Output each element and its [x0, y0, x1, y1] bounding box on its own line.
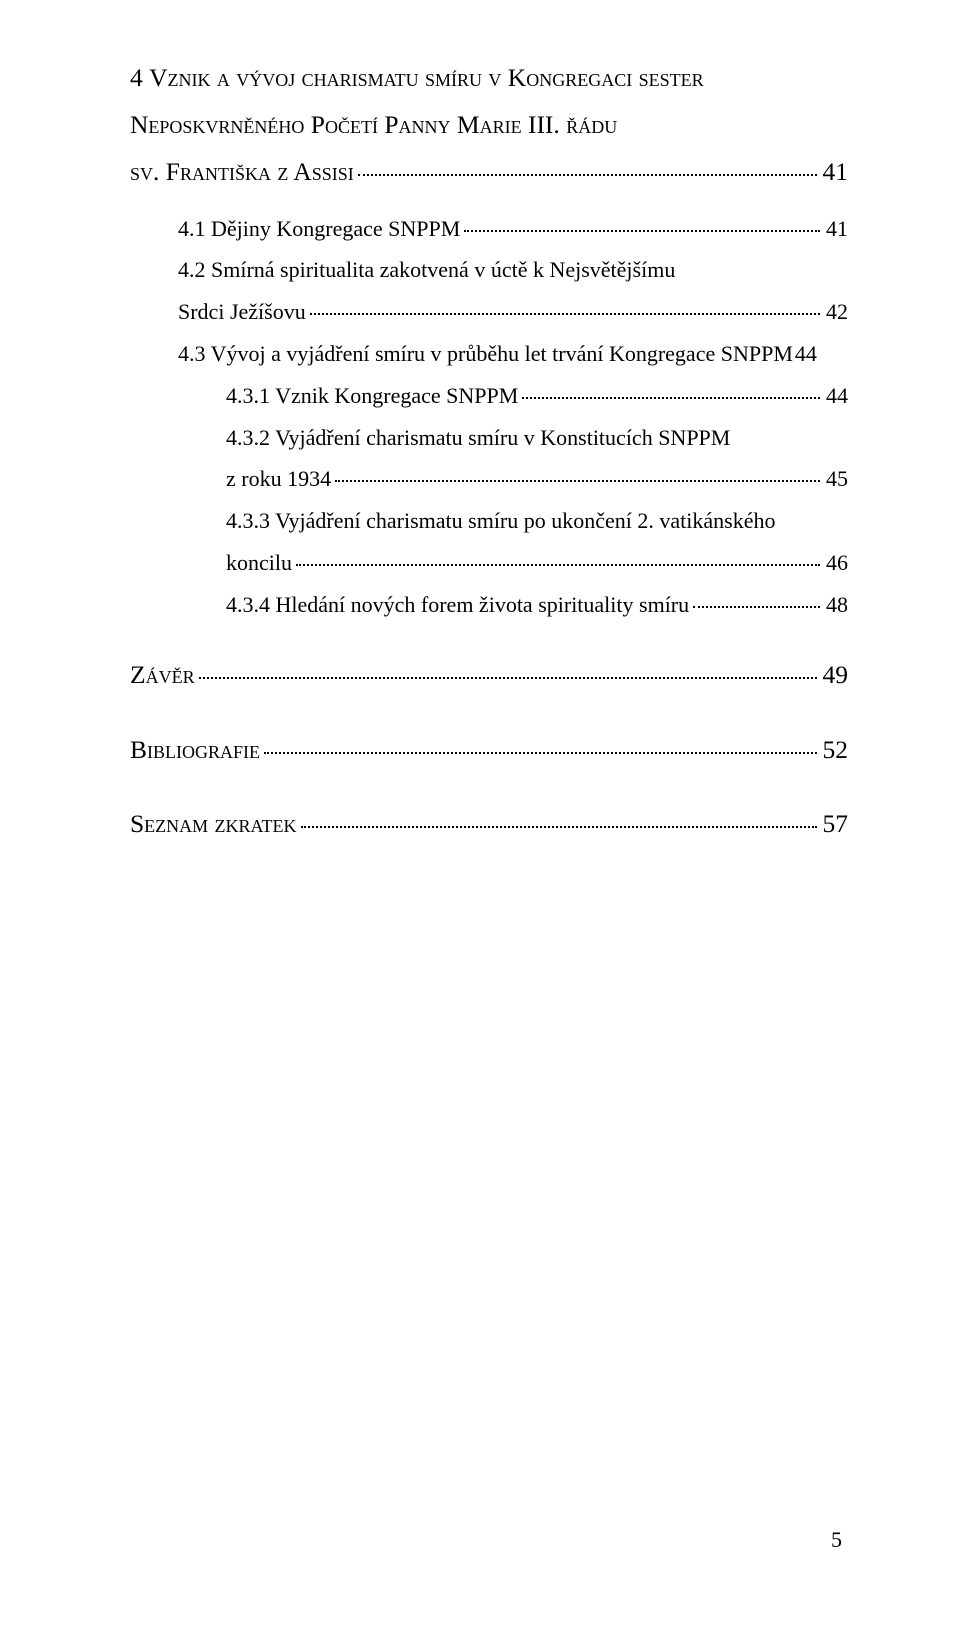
chapter-heading: 4 Vznik a vývoj charismatu smíru v Kongr… — [130, 54, 848, 196]
toc-entry-label: Srdci Ježíšovu — [178, 291, 306, 333]
toc-entry-label: 4.3 Vývoj a vyjádření smíru v průběhu le… — [178, 333, 793, 375]
toc-entry: 4.1 Dějiny Kongregace SNPPM 41 — [130, 208, 848, 250]
toc-entry-page: 42 — [824, 291, 848, 333]
chapter-heading-line-2: Neposkvrněného Početí Panny Marie III. ř… — [130, 101, 848, 148]
chapter-title-part: III. — [528, 110, 566, 139]
toc-entry-continuation: koncilu 46 — [130, 542, 848, 584]
toc-entry: 4.3 Vývoj a vyjádření smíru v průběhu le… — [130, 333, 848, 375]
leader-dots — [693, 606, 820, 608]
toc-entry-page: 46 — [824, 542, 848, 584]
leader-dots — [296, 564, 820, 566]
toc-entry-page: 44 — [793, 333, 817, 375]
toc-entry-label: 4.3.3 Vyjádření charismatu smíru po ukon… — [226, 500, 775, 542]
chapter-title-part: Neposkvrněného Početí Panny Marie — [130, 110, 528, 139]
toc-entry-label: 4.2 Smírná spiritualita zakotvená v úctě… — [178, 249, 675, 291]
toc-entry-label: z roku 1934 — [226, 458, 331, 500]
toc-entry-label: koncilu — [226, 542, 292, 584]
leader-dots — [264, 752, 816, 754]
leader-dots — [335, 480, 820, 482]
chapter-title-part: Vznik a vývoj charismatu smíru v Kongreg… — [149, 63, 703, 92]
toc-entry-label: Seznam zkratek — [130, 800, 297, 848]
toc-entry-page: 44 — [824, 375, 848, 417]
toc-entry-page: 48 — [824, 584, 848, 626]
leader-dots — [301, 826, 817, 828]
toc-entry: 4.3.4 Hledání nových forem života spirit… — [130, 584, 848, 626]
toc-entry-continuation: z roku 1934 45 — [130, 458, 848, 500]
toc-entry-label: Závěr — [130, 651, 195, 699]
chapter-heading-line-1: 4 Vznik a vývoj charismatu smíru v Kongr… — [130, 54, 848, 101]
toc-entry-label: 4.3.2 Vyjádření charismatu smíru v Konst… — [226, 417, 730, 459]
toc-backmatter-entry: Seznam zkratek 57 — [130, 800, 848, 848]
document-page: 4 Vznik a vývoj charismatu smíru v Kongr… — [0, 0, 960, 1635]
chapter-number: 4 — [130, 63, 149, 92]
toc-entry-page: 41 — [824, 208, 848, 250]
toc-backmatter: Závěr 49 Bibliografie 52 Seznam zkratek 57 — [130, 651, 848, 848]
chapter-page-number: 41 — [821, 148, 849, 195]
toc-entry-label: 4.3.1 Vznik Kongregace SNPPM — [226, 375, 518, 417]
footer-page-number: 5 — [831, 1527, 842, 1553]
toc-entry: 4.2 Smírná spiritualita zakotvená v úctě… — [130, 249, 848, 291]
leader-dots — [199, 677, 817, 679]
toc-entry-page: 57 — [821, 800, 849, 848]
leader-dots — [522, 397, 820, 399]
chapter-heading-line-3: sv. Františka z Assisi 41 — [130, 148, 848, 195]
toc-entry-label: 4.1 Dějiny Kongregace SNPPM — [178, 208, 460, 250]
toc-entry-page: 45 — [824, 458, 848, 500]
toc-entry-page: 49 — [821, 651, 849, 699]
toc-entry-label: Bibliografie — [130, 726, 260, 774]
toc-entry-label: 4.3.4 Hledání nových forem života spirit… — [226, 584, 689, 626]
toc-entry: 4.3.1 Vznik Kongregace SNPPM 44 — [130, 375, 848, 417]
toc-entry: 4.3.3 Vyjádření charismatu smíru po ukon… — [130, 500, 848, 542]
leader-dots — [358, 174, 817, 176]
leader-dots — [464, 230, 820, 232]
toc-backmatter-entry: Závěr 49 — [130, 651, 848, 699]
toc-entries: 4.1 Dějiny Kongregace SNPPM 41 4.2 Smírná … — [130, 208, 848, 626]
leader-dots — [310, 313, 820, 315]
toc-backmatter-entry: Bibliografie 52 — [130, 726, 848, 774]
toc-entry-page: 52 — [821, 726, 849, 774]
chapter-title-part: řádu — [566, 110, 617, 139]
toc-entry-continuation: Srdci Ježíšovu 42 — [130, 291, 848, 333]
chapter-title-part: sv. Františka z Assisi — [130, 148, 354, 195]
toc-entry: 4.3.2 Vyjádření charismatu smíru v Konst… — [130, 417, 848, 459]
